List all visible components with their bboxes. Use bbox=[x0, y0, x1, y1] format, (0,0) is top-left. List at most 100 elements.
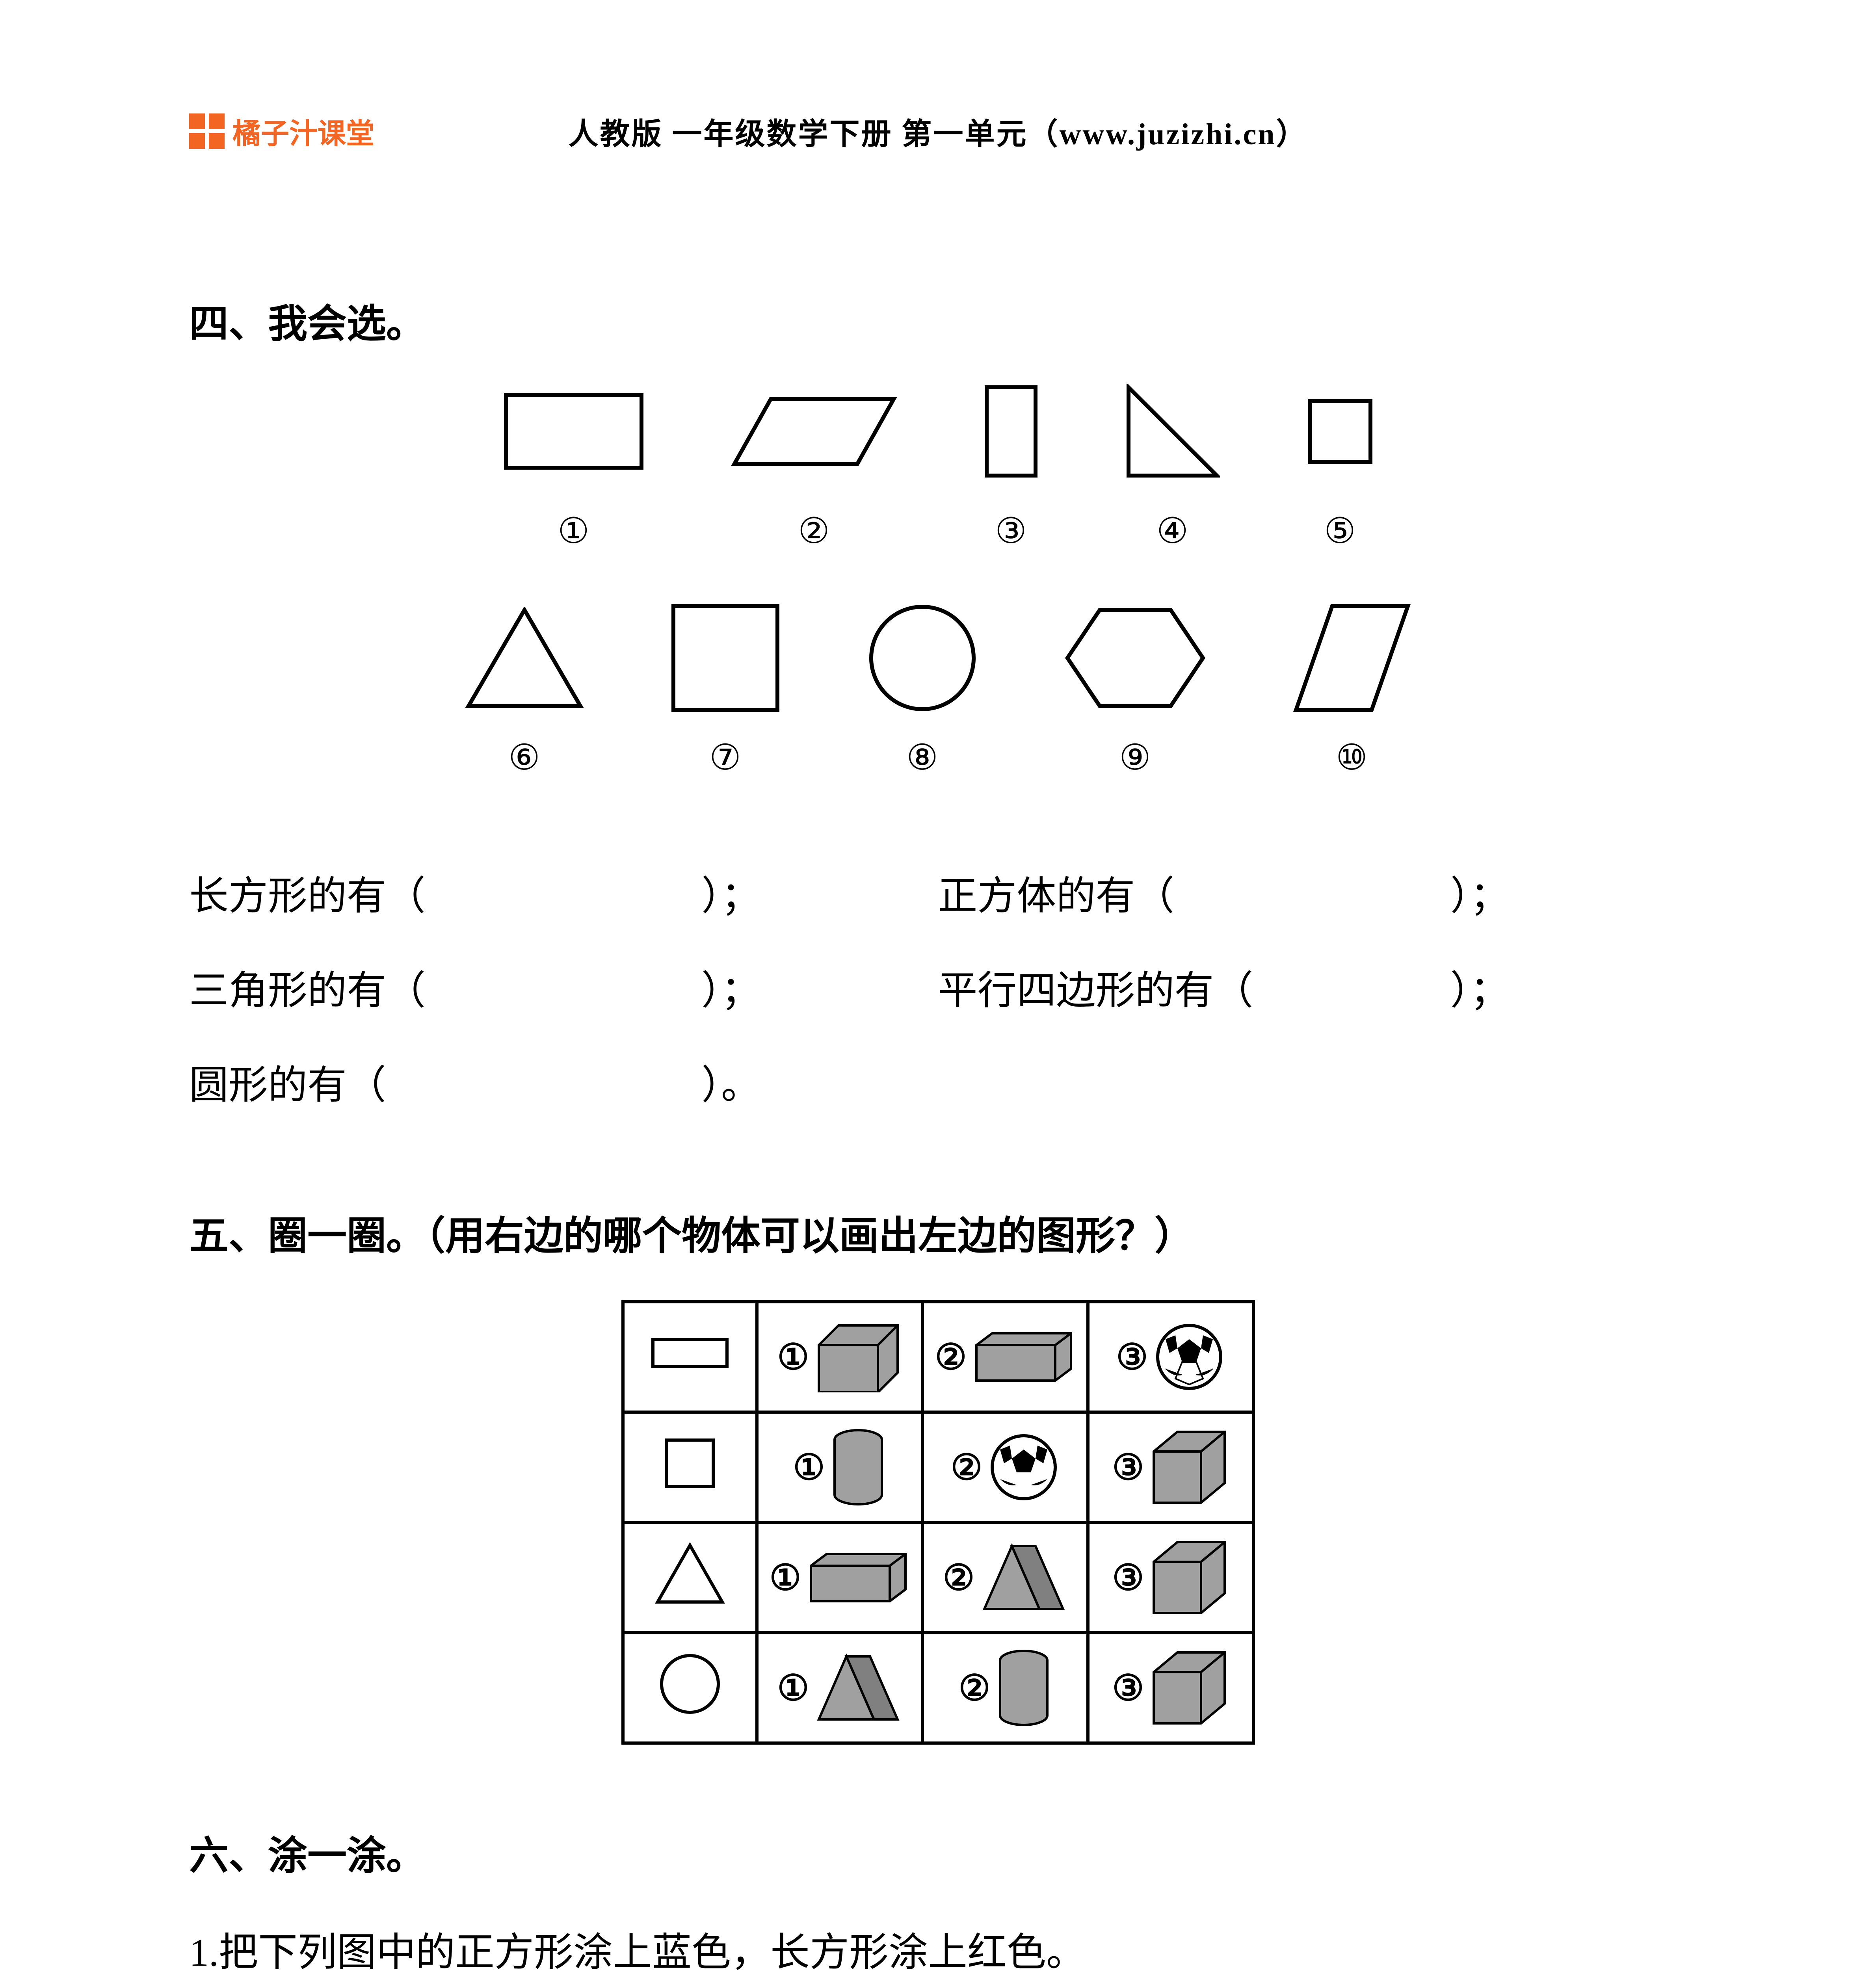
cell-num: ③ bbox=[1112, 1667, 1144, 1709]
table-cell: ① bbox=[757, 1522, 922, 1633]
q-text: 三角形的有（ bbox=[189, 969, 426, 1013]
section-5-table: ① ② ③ ① ② ③ ① ② ③ ① bbox=[621, 1300, 1255, 1745]
prism-long-icon bbox=[807, 1550, 909, 1605]
cell-num: ② bbox=[951, 1447, 983, 1488]
shape-label: ⑦ bbox=[709, 737, 741, 778]
shapes-row-2: ⑥ ⑦ ⑧ ⑨ bbox=[189, 615, 1687, 778]
page: 橘子汁课堂 人教版 一年级数学下册 第一单元（www.juzizhi.cn） 四… bbox=[0, 0, 1876, 1970]
cube-icon bbox=[1150, 1428, 1229, 1507]
logo-text: 橘子汁课堂 bbox=[232, 110, 374, 152]
shape-item: ⑦ bbox=[670, 615, 781, 778]
shape-item: ⑤ bbox=[1307, 388, 1374, 552]
section-5-title: 五、圈一圈。（用右边的哪个物体可以画出左边的图形？） bbox=[189, 1204, 1687, 1261]
q-text: 正方体的有（ bbox=[938, 874, 1175, 918]
section-4-title: 四、我会选。 bbox=[189, 292, 1687, 349]
shape-label: ⑩ bbox=[1336, 737, 1368, 778]
square-small-icon bbox=[664, 1438, 716, 1489]
q-text: ）； bbox=[1450, 969, 1510, 1013]
cell-num: ③ bbox=[1116, 1336, 1148, 1378]
table-cell: ③ bbox=[1088, 1633, 1253, 1743]
table-cell bbox=[623, 1412, 757, 1522]
cell-num: ③ bbox=[1112, 1447, 1144, 1488]
cylinder-icon bbox=[831, 1428, 886, 1507]
section-4-questions: 长方形的有（ ）； 正方体的有（ ）； 三角形的有（ ）； 平行四边形的有（ ）； 圆形… bbox=[189, 849, 1687, 1133]
shape-item: ⑨ bbox=[1064, 615, 1206, 778]
logo-icon bbox=[189, 113, 225, 149]
table-cell: ② bbox=[922, 1412, 1088, 1522]
shape-circle-icon bbox=[867, 615, 978, 701]
table-cell: ① bbox=[757, 1302, 922, 1412]
shape-label: ④ bbox=[1156, 510, 1188, 552]
cell-num: ② bbox=[935, 1336, 967, 1378]
shape-right-triangle-icon bbox=[1125, 388, 1220, 475]
circle-outline-icon bbox=[658, 1652, 721, 1715]
header: 橘子汁课堂 人教版 一年级数学下册 第一单元（www.juzizhi.cn） bbox=[189, 110, 1687, 152]
table-cell bbox=[623, 1633, 757, 1743]
q-text: ）； bbox=[701, 969, 760, 1013]
shape-item: ④ bbox=[1125, 388, 1220, 552]
table-row: ① ② ③ bbox=[623, 1633, 1253, 1743]
shape-small-square-icon bbox=[1307, 388, 1374, 475]
cylinder-icon bbox=[996, 1648, 1051, 1727]
table-cell: ② bbox=[922, 1302, 1088, 1412]
shape-label: ⑤ bbox=[1324, 510, 1356, 552]
q-text: 平行四边形的有（ bbox=[938, 969, 1253, 1013]
table-cell: ① bbox=[757, 1412, 922, 1522]
cell-num: ③ bbox=[1112, 1557, 1144, 1598]
table-cell: ② bbox=[922, 1633, 1088, 1743]
cell-num: ① bbox=[770, 1557, 801, 1598]
table-cell bbox=[623, 1522, 757, 1633]
shape-triangle-icon bbox=[465, 615, 584, 701]
cell-num: ① bbox=[777, 1667, 809, 1709]
shape-item: ③ bbox=[984, 388, 1039, 552]
shape-parallelogram2-icon bbox=[1293, 615, 1411, 701]
cuboid-icon bbox=[815, 1321, 902, 1392]
question-row: 长方形的有（ ）； 正方体的有（ ）； bbox=[189, 849, 1687, 944]
tri-prism-icon bbox=[815, 1652, 902, 1723]
section-5: 五、圈一圈。（用右边的哪个物体可以画出左边的图形？） ① ② ③ ① ② ③ ① bbox=[189, 1204, 1687, 1745]
q-text: 圆形的有（ bbox=[189, 1063, 386, 1107]
table-row: ① ② ③ bbox=[623, 1522, 1253, 1633]
shape-label: ⑨ bbox=[1119, 737, 1151, 778]
soccer-icon bbox=[1154, 1321, 1225, 1392]
table-cell: ③ bbox=[1088, 1302, 1253, 1412]
question-row: 圆形的有（ ）。 bbox=[189, 1038, 1687, 1133]
question-row: 三角形的有（ ）； 平行四边形的有（ ）； bbox=[189, 944, 1687, 1038]
shape-label: ③ bbox=[995, 510, 1027, 552]
shape-label: ① bbox=[558, 510, 589, 552]
shape-item: ⑥ bbox=[465, 615, 584, 778]
q-text: ）； bbox=[1450, 874, 1510, 918]
table-cell: ① bbox=[757, 1633, 922, 1743]
q-text: 长方形的有（ bbox=[189, 874, 426, 918]
shape-square-icon bbox=[670, 615, 781, 701]
content: 四、我会选。 ① ② ③ bbox=[189, 292, 1687, 1970]
shape-hexagon-icon bbox=[1064, 615, 1206, 701]
cell-num: ② bbox=[959, 1667, 991, 1709]
shape-item: ⑩ bbox=[1293, 615, 1411, 778]
shape-item: ⑧ bbox=[867, 615, 978, 778]
section-6-title: 六、涂一涂。 bbox=[189, 1823, 1687, 1881]
q-text: ）。 bbox=[701, 1063, 760, 1107]
shapes-row-1: ① ② ③ ④ bbox=[189, 388, 1687, 552]
shape-label: ② bbox=[798, 510, 830, 552]
table-cell bbox=[623, 1302, 757, 1412]
shape-item: ② bbox=[731, 388, 897, 552]
table-cell: ③ bbox=[1088, 1412, 1253, 1522]
table-row: ① ② ③ bbox=[623, 1302, 1253, 1412]
shape-label: ⑧ bbox=[906, 737, 938, 778]
flat-rect-icon bbox=[651, 1337, 729, 1369]
logo: 橘子汁课堂 bbox=[189, 110, 374, 152]
table-cell: ② bbox=[922, 1522, 1088, 1633]
table-cell: ③ bbox=[1088, 1522, 1253, 1633]
cube-icon bbox=[1150, 1648, 1229, 1727]
shape-rect-wide-icon bbox=[503, 388, 645, 475]
cell-num: ② bbox=[943, 1557, 975, 1598]
shape-label: ⑥ bbox=[508, 737, 540, 778]
q-text: ）； bbox=[701, 874, 760, 918]
tri-outline-icon bbox=[654, 1542, 725, 1605]
section-6: 六、涂一涂。 1.把下列图中的正方形涂上蓝色，长方形涂上红色。 bbox=[189, 1823, 1687, 1970]
section-6-q1: 1.把下列图中的正方形涂上蓝色，长方形涂上红色。 bbox=[189, 1920, 1687, 1970]
shape-parallelogram-icon bbox=[731, 388, 897, 475]
header-title: 人教版 一年级数学下册 第一单元（www.juzizhi.cn） bbox=[569, 110, 1308, 153]
tri-prism-icon bbox=[980, 1542, 1067, 1613]
